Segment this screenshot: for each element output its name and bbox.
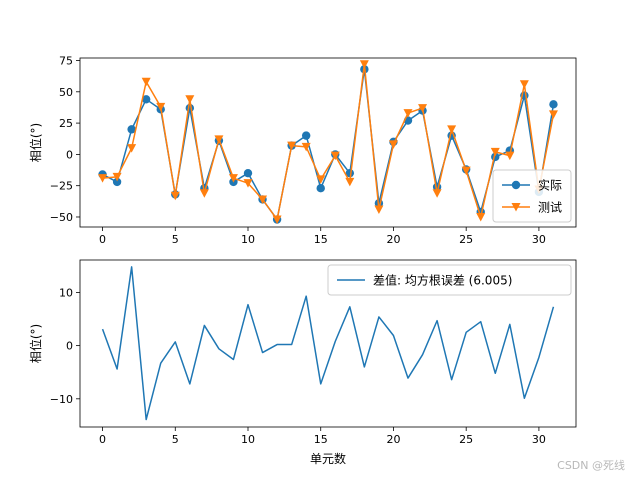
legend: 差值: 均方根误差 (6.005) [327, 264, 572, 296]
data-point-1 [141, 77, 151, 87]
data-point-1 [519, 80, 529, 89]
data-point-1 [316, 175, 326, 184]
data-point-0 [185, 103, 195, 113]
data-point-1 [287, 141, 297, 151]
data-point-1 [548, 110, 558, 119]
data-point-1 [374, 205, 384, 214]
data-point-1 [156, 102, 166, 112]
x-tick-label: 10 [241, 233, 255, 246]
y-tick-label: 25 [59, 117, 73, 130]
x-tick-label: 15 [314, 433, 328, 446]
watermark: CSDN @死线 [557, 458, 625, 472]
data-point-1 [243, 179, 253, 188]
data-point-0 [549, 100, 558, 109]
y-tick-label: −50 [50, 211, 73, 224]
data-point-1 [127, 144, 137, 153]
data-point-1 [112, 172, 122, 182]
legend-box [327, 264, 572, 296]
data-point-0 [243, 168, 253, 178]
y-axis-label: 相位(°) [28, 324, 43, 363]
data-point-0 [127, 125, 136, 134]
data-point-0 [316, 183, 325, 193]
data-point-1 [447, 125, 457, 134]
data-point-1 [228, 174, 238, 183]
legend-label-0: 实际 [538, 178, 562, 193]
y-tick-label: 50 [59, 86, 73, 99]
series-line-1 [102, 63, 555, 221]
axes-frame [79, 57, 577, 228]
data-point-1 [345, 177, 355, 187]
x-tick-label: 25 [459, 233, 473, 246]
x-tick-label: 30 [532, 433, 546, 446]
x-tick-label: 0 [99, 233, 106, 246]
y-axis-label: 相位(°) [28, 123, 43, 162]
data-point-1 [330, 151, 340, 161]
y-tick-label: 75 [59, 55, 73, 68]
data-point-1 [98, 174, 108, 183]
y-tick-label: 0 [66, 148, 73, 161]
legend-label-0: 差值: 均方根误差 (6.005) [373, 273, 512, 288]
x-tick-label: 25 [459, 433, 473, 446]
x-tick-label: 15 [314, 233, 328, 246]
data-point-1 [432, 189, 442, 198]
x-tick-label: 5 [172, 433, 179, 446]
data-point-1 [490, 147, 500, 157]
x-axis-label: 单元数 [310, 451, 346, 466]
data-point-1 [258, 195, 268, 204]
x-tick-label: 10 [241, 433, 255, 446]
x-tick-label: 20 [386, 433, 400, 446]
y-tick-label: −10 [50, 393, 73, 406]
data-point-1 [199, 189, 209, 198]
data-point-1 [461, 166, 471, 176]
data-point-1 [301, 142, 311, 152]
data-point-1 [403, 109, 413, 118]
data-point-1 [388, 140, 398, 149]
data-point-0 [112, 177, 122, 187]
data-point-0 [345, 168, 355, 178]
axes-frame [79, 259, 577, 428]
y-tick-label: −25 [50, 180, 73, 193]
data-point-1 [359, 60, 369, 69]
data-point-1 [418, 104, 428, 113]
legend-label-1: 测试 [538, 200, 562, 215]
x-tick-label: 30 [532, 233, 546, 246]
data-point-1 [214, 135, 224, 144]
data-point-0 [141, 95, 151, 104]
data-point-1 [505, 151, 515, 161]
y-tick-label: 0 [66, 340, 73, 353]
series-line-0 [101, 266, 555, 421]
legend-marker-1 [511, 203, 521, 212]
x-tick-label: 5 [172, 233, 179, 246]
data-point-1 [272, 215, 282, 224]
data-point-1 [476, 212, 486, 222]
x-tick-label: 20 [386, 233, 400, 246]
data-point-0 [301, 131, 311, 140]
bottom-subplot: 0 5 10 15 20 25 30 −10 0 10 相位(°) 单元数 差值: 均方根误差 (6.0… [28, 259, 577, 466]
legend-marker-0 [511, 180, 521, 190]
data-point-1 [185, 95, 195, 104]
y-tick-label: 10 [59, 286, 73, 299]
data-point-1 [170, 191, 180, 201]
x-tick-label: 0 [99, 433, 106, 446]
